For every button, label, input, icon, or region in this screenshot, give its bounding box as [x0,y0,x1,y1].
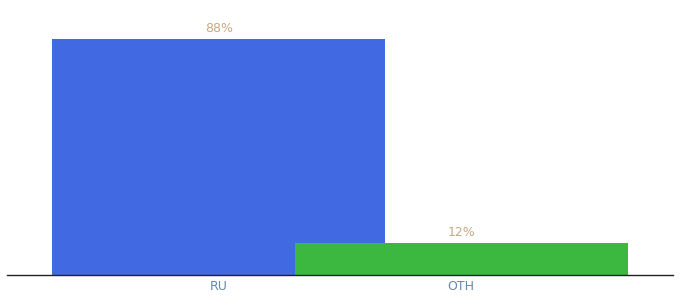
Bar [52,39,386,275]
Text: 88%: 88% [205,22,233,35]
Text: 12%: 12% [447,226,475,239]
Bar [294,243,628,275]
